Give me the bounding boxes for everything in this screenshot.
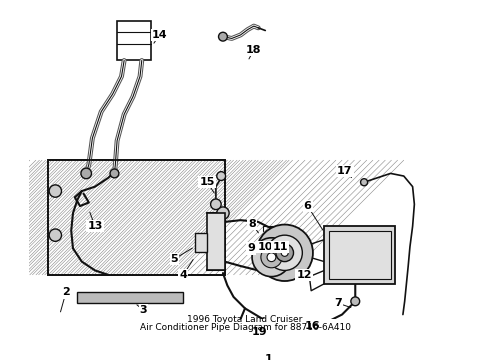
- Text: 7: 7: [334, 298, 342, 308]
- Circle shape: [217, 207, 229, 219]
- Circle shape: [49, 229, 62, 241]
- Text: 1996 Toyota Land Cruiser: 1996 Toyota Land Cruiser: [187, 315, 303, 324]
- Circle shape: [267, 253, 276, 262]
- Bar: [195, 233, 207, 252]
- Circle shape: [219, 32, 227, 41]
- Text: 15: 15: [199, 177, 215, 187]
- Text: 8: 8: [248, 219, 256, 229]
- Text: 5: 5: [171, 254, 178, 264]
- Circle shape: [81, 168, 92, 179]
- Bar: [49, 160, 225, 275]
- Text: 9: 9: [247, 243, 255, 253]
- Text: 13: 13: [87, 221, 103, 231]
- Text: Air Conditioner Pipe Diagram for 88716-6A410: Air Conditioner Pipe Diagram for 88716-6…: [140, 323, 350, 332]
- Text: 4: 4: [179, 270, 187, 280]
- Text: 11: 11: [272, 242, 288, 252]
- Bar: [329, 231, 391, 279]
- Text: 14: 14: [151, 30, 167, 40]
- Text: 2: 2: [62, 288, 70, 297]
- Circle shape: [351, 297, 360, 306]
- Bar: [77, 292, 183, 303]
- Bar: [324, 226, 395, 284]
- Bar: [117, 21, 150, 60]
- Text: 3: 3: [140, 305, 147, 315]
- Circle shape: [267, 235, 302, 270]
- Bar: [50, 162, 223, 273]
- Circle shape: [49, 185, 62, 197]
- Text: 1: 1: [265, 354, 273, 360]
- Circle shape: [281, 249, 288, 256]
- Circle shape: [276, 244, 294, 262]
- Circle shape: [327, 340, 334, 347]
- Bar: [207, 213, 225, 270]
- Circle shape: [234, 328, 243, 337]
- Circle shape: [256, 225, 313, 281]
- Circle shape: [211, 199, 221, 210]
- Text: 12: 12: [296, 270, 312, 280]
- Circle shape: [217, 172, 225, 180]
- Circle shape: [252, 238, 291, 276]
- Text: 18: 18: [246, 45, 262, 55]
- Text: 16: 16: [305, 321, 321, 331]
- Text: 10: 10: [258, 242, 273, 252]
- Text: 17: 17: [337, 166, 352, 176]
- Text: 19: 19: [252, 327, 268, 337]
- Circle shape: [261, 247, 282, 268]
- Bar: [49, 160, 225, 275]
- Circle shape: [361, 179, 368, 186]
- Circle shape: [110, 169, 119, 178]
- Text: 6: 6: [304, 201, 312, 211]
